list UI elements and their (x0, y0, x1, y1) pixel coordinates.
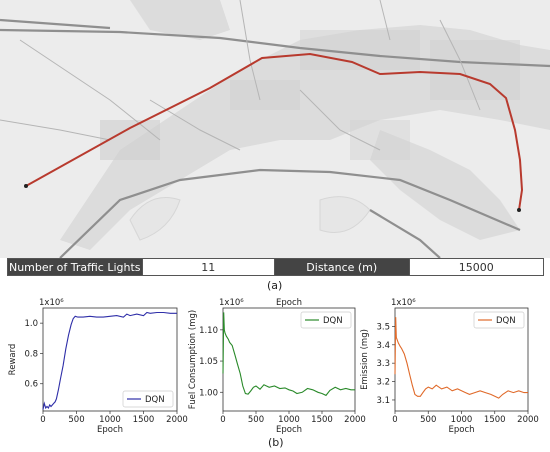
route-end-marker (517, 208, 521, 212)
legend-label: DQN (496, 316, 516, 326)
scale-note: 1x10⁶ (39, 298, 64, 308)
chart-title: Epoch (276, 298, 302, 308)
x-tick-label: 1500 (484, 415, 506, 425)
legend-label: DQN (145, 395, 165, 405)
traffic-lights-value: 11 (141, 259, 275, 275)
legend: DQN (473, 311, 525, 329)
x-axis-label: Epoch (276, 425, 302, 435)
route-line (25, 52, 524, 211)
highways (0, 18, 550, 258)
scale-note: 1x10⁶ (391, 298, 416, 308)
x-axis-label: Epoch (97, 425, 123, 435)
series-line-dqn (42, 311, 177, 410)
y-axis-label: Reward (8, 344, 18, 376)
series-line-dqn (222, 312, 355, 397)
traffic-lights-label: Number of Traffic Lights (8, 259, 142, 275)
panel-a-label: (a) (267, 279, 283, 292)
x-tick-label: 500 (248, 415, 264, 425)
x-tick-label: 500 (420, 415, 436, 425)
x-tick-label: 0 (392, 415, 397, 425)
chart-1: 1x10⁶ 0 500 1000 1500 2000 0.6 0.8 1.0 Epoch Rewar… (8, 298, 188, 435)
x-tick-label: 1000 (99, 415, 121, 425)
x-tick-label: 1500 (311, 415, 333, 425)
legend: DQN (300, 311, 352, 329)
y-axis-label: Fuel Consumption (mg) (188, 310, 198, 409)
y-tick-label: 3.3 (376, 359, 390, 369)
x-tick-label: 0 (220, 415, 225, 425)
distance-label: Distance (m) (275, 259, 409, 275)
y-tick-label: 3.1 (376, 396, 390, 406)
y-tick-label: 1.00 (199, 388, 218, 398)
y-tick-label: 0.8 (24, 349, 38, 359)
legend: DQN (122, 390, 174, 408)
y-tick-label: 1.05 (199, 357, 218, 367)
water-features (129, 196, 371, 241)
x-tick-label: 500 (68, 415, 84, 425)
x-tick-label: 2000 (344, 415, 366, 425)
panel-b-label: (b) (268, 436, 284, 449)
x-tick-label: 2000 (166, 415, 188, 425)
training-charts: 1x10⁶ 0 500 1000 1500 2000 0.6 0.8 1.0 Epoch Rewar… (8, 298, 539, 435)
y-tick-label: 1.0 (24, 319, 38, 329)
legend-box (473, 311, 525, 329)
x-tick-label: 2000 (517, 415, 539, 425)
minor-roads (0, 0, 481, 151)
y-tick-label: 3.4 (376, 341, 390, 351)
legend-label: DQN (323, 316, 343, 326)
route-info-table: Number of Traffic Lights 11 Distance (m)… (7, 258, 544, 276)
y-axis-label: Emission (mg) (360, 329, 370, 390)
urban-areas (60, 0, 550, 250)
y-tick-label: 1.10 (199, 326, 218, 336)
x-tick-label: 1500 (133, 415, 155, 425)
legend-box (122, 390, 174, 408)
scale-note: 1x10⁶ (219, 298, 244, 308)
series-line-dqn (394, 317, 528, 399)
y-tick-label: 3.5 (376, 322, 390, 332)
distance-value: 15000 (408, 259, 543, 275)
x-axis-label: Epoch (448, 425, 474, 435)
chart-2: 1x10⁶ Epoch 0 500 1000 1500 2000 1.00 1.05 1.10 Ep… (188, 298, 366, 435)
x-tick-label: 1000 (451, 415, 473, 425)
x-tick-label: 0 (40, 415, 45, 425)
chart-3: 1x10⁶ 0 500 1000 1500 2000 3.1 3.2 3.3 3.4 3.5 Epoc… (360, 298, 539, 435)
route-start-marker (24, 184, 28, 188)
route-map (0, 0, 550, 258)
y-tick-label: 3.2 (376, 378, 390, 388)
y-tick-label: 0.6 (24, 380, 38, 390)
legend-box (300, 311, 352, 329)
x-tick-label: 1000 (278, 415, 300, 425)
